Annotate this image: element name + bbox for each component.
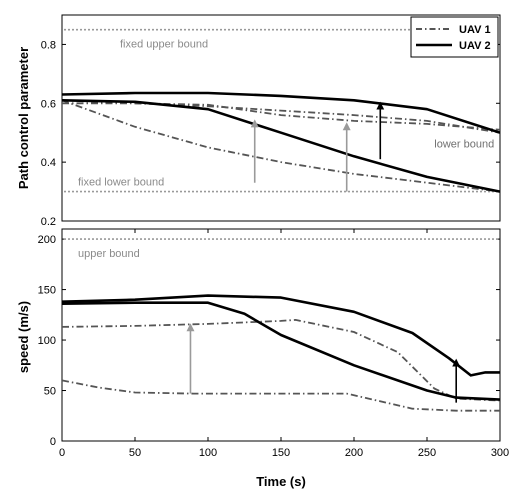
top-bounds: fixed upper bound fixed lower bound xyxy=(64,28,498,193)
y-tick-label: 0.8 xyxy=(41,39,56,51)
x-tick-label: 50 xyxy=(129,447,141,459)
bottom-panel: speed (m/s) 0 50 100 150 200 0 50 100 150 200 250… xyxy=(16,228,509,489)
annotation-label: lower bound xyxy=(434,138,494,150)
y-tick-label: 0.2 xyxy=(41,216,56,228)
y-tick-label: 200 xyxy=(38,234,56,246)
top-panel: Path control parameter 0.2 0.4 0.6 0.8 fixe… xyxy=(16,14,501,228)
series-line-uav2 xyxy=(61,99,501,193)
x-tick-label: 200 xyxy=(345,447,363,459)
bottom-series xyxy=(61,294,501,412)
y-tick-label: 100 xyxy=(38,335,56,347)
x-tick-label: 300 xyxy=(491,447,509,459)
top-y-axis-label: Path control parameter xyxy=(16,47,31,189)
legend: UAV 1 UAV 2 xyxy=(410,16,499,58)
top-series xyxy=(61,91,501,193)
bottom-y-ticks: 0 50 100 150 200 xyxy=(38,234,500,448)
bottom-bounds: upper bound xyxy=(64,238,498,260)
legend-label-uav1: UAV 1 xyxy=(459,24,491,36)
y-tick-label: 0.4 xyxy=(41,157,56,169)
y-tick-label: 150 xyxy=(38,285,56,297)
series-line-uav2 xyxy=(61,91,501,134)
bottom-arrows xyxy=(186,323,461,403)
series-line-uav1 xyxy=(61,318,501,402)
legend-box xyxy=(410,16,499,58)
series-line-uav1 xyxy=(62,102,501,131)
series-line-uav2 xyxy=(61,294,500,377)
top-annotations: lower bound xyxy=(434,138,494,150)
bound-label: fixed upper bound xyxy=(120,39,208,51)
series-line-uav2 xyxy=(61,301,501,401)
x-tick-label: 0 xyxy=(59,447,65,459)
x-tick-label: 250 xyxy=(418,447,436,459)
bottom-y-axis-label: speed (m/s) xyxy=(16,301,31,373)
x-tick-label: 100 xyxy=(199,447,217,459)
bound-label: upper bound xyxy=(78,248,140,260)
series-line-uav1 xyxy=(61,379,500,412)
x-axis-label: Time (s) xyxy=(256,474,306,489)
y-tick-label: 50 xyxy=(44,386,56,398)
series-line-uav1 xyxy=(61,99,501,193)
y-tick-label: 0.6 xyxy=(41,98,56,110)
bound-label: fixed lower bound xyxy=(78,177,164,189)
x-tick-label: 150 xyxy=(272,447,290,459)
bottom-x-ticks: 0 50 100 150 200 250 300 xyxy=(59,229,509,459)
legend-label-uav2: UAV 2 xyxy=(459,40,491,52)
y-tick-label: 0 xyxy=(50,436,56,448)
top-arrows xyxy=(250,101,385,192)
